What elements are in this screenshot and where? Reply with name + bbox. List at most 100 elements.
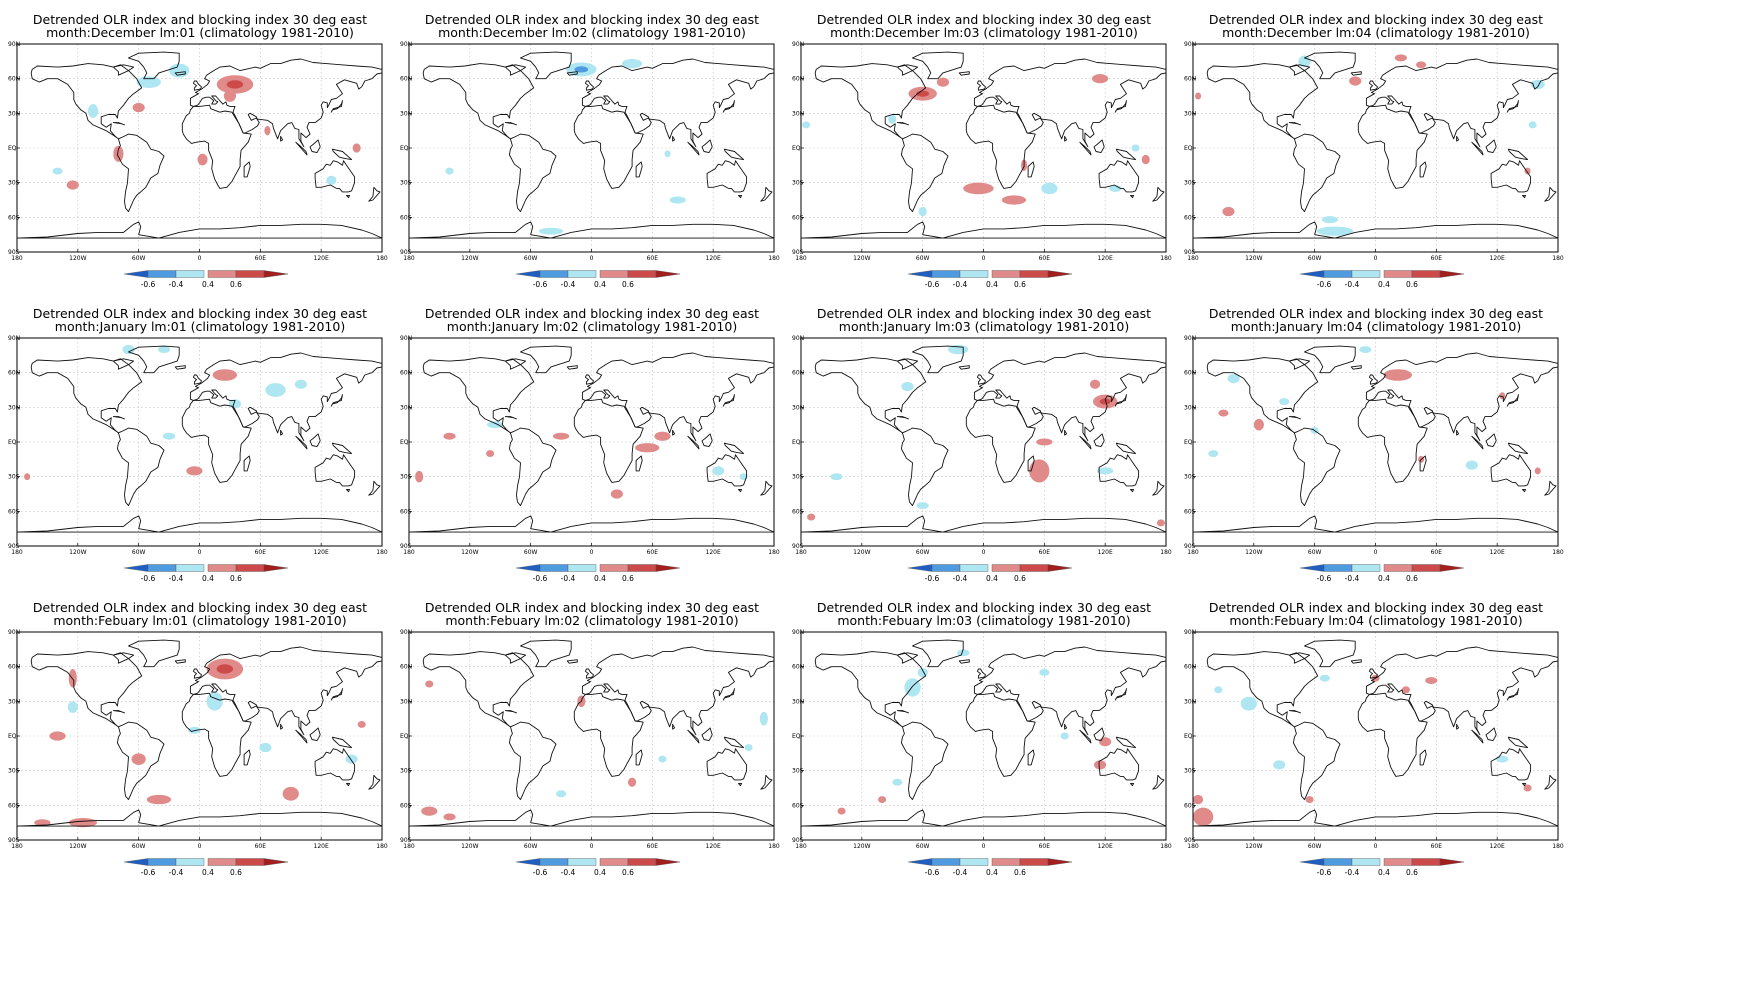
lat-tick-label: 60N — [400, 76, 412, 83]
lon-tick-label: 60E — [1431, 843, 1443, 850]
lon-tick-label: 180 — [768, 843, 780, 850]
colorbar-pos-light — [991, 858, 1021, 866]
colorbar-pos-arrow — [1047, 564, 1073, 572]
coastline-antarctica — [17, 221, 382, 239]
lon-tick-label: 60E — [255, 843, 267, 850]
lon-tick-label: 60W — [1308, 843, 1322, 850]
lon-tick-label: 180 — [11, 255, 23, 262]
coastline-africa — [181, 398, 252, 483]
lat-tick-label: 60N — [792, 76, 804, 83]
positive-anomaly-patch — [837, 807, 846, 815]
negative-anomaly-patch — [1131, 144, 1140, 152]
coastline-uk — [584, 80, 594, 91]
coastline-borneo — [309, 433, 321, 448]
coastline-japan — [330, 688, 343, 701]
coastline-antarctica — [1193, 515, 1558, 533]
negative-anomaly-patch — [1359, 346, 1372, 354]
lat-tick-label: 30S — [400, 474, 412, 481]
colorbar-neg-arrow — [1299, 564, 1325, 572]
positive-anomaly-patch — [49, 731, 66, 741]
lon-tick-label: 180 — [376, 843, 388, 850]
positive-anomaly-patch — [1222, 206, 1235, 217]
coastline-africa — [1357, 104, 1428, 189]
negative-anomaly-patch — [957, 649, 970, 657]
lat-tick-label: 90N — [792, 41, 804, 48]
lon-tick-label: 120E — [314, 549, 329, 556]
coastline-cuba — [1288, 122, 1301, 126]
coastline-baffin — [504, 64, 527, 76]
coastline-uk — [192, 668, 202, 679]
colorbar-neg-light — [1351, 270, 1381, 278]
map-panel: Detrended OLR index and blocking index 3… — [1184, 600, 1614, 920]
coastline-cuba — [112, 416, 125, 420]
coastline-indonesia — [687, 435, 700, 450]
colorbar-neg-mid — [147, 564, 177, 572]
colorbar-neg-arrow — [515, 858, 541, 866]
negative-anomaly-patch — [157, 346, 171, 354]
lat-tick-label: EQ — [792, 145, 801, 152]
lon-tick-label: 120E — [1490, 255, 1505, 262]
map-panel-svg: Detrended OLR index and blocking index 3… — [8, 306, 388, 583]
colorbar-label: 0.6 — [1014, 868, 1026, 877]
positive-anomaly-patch — [1029, 459, 1050, 483]
coastline-tasmania — [1522, 488, 1527, 493]
lon-tick-label: 180 — [1187, 255, 1199, 262]
negative-anomaly-patch — [918, 206, 927, 217]
coastline-cuba — [1288, 416, 1301, 420]
coastline-australia — [1098, 160, 1140, 193]
lat-tick-label: 60S — [792, 214, 804, 221]
negative-anomaly-patch — [1240, 696, 1257, 711]
coastline-new-zealand — [1152, 480, 1165, 496]
lat-tick-label: 60S — [792, 802, 804, 809]
lon-tick-label: 120W — [853, 549, 870, 556]
coastline-baffin — [1288, 358, 1311, 370]
coastline-baffin — [504, 358, 527, 370]
coastline-sri-lanka — [280, 135, 284, 142]
lat-tick-label: 30S — [792, 180, 804, 187]
map-panel-svg: Detrended OLR index and blocking index 3… — [1184, 12, 1564, 289]
lat-tick-label: 60N — [8, 664, 20, 671]
negative-anomaly-patch — [1321, 216, 1338, 224]
coastline-iceland — [958, 365, 970, 370]
lat-tick-label: 60N — [8, 370, 20, 377]
coastline-japan — [1506, 688, 1519, 701]
panel-title: Detrended OLR index and blocking index 3… — [1209, 600, 1543, 615]
lon-tick-label: 120W — [1245, 255, 1262, 262]
lat-tick-label: 30S — [1184, 180, 1196, 187]
lat-tick-label: 60N — [792, 370, 804, 377]
lat-tick-label: 30N — [400, 404, 412, 411]
coastline-iceland — [174, 659, 186, 664]
coastline-sri-lanka — [1064, 135, 1068, 142]
lat-tick-label: 90N — [400, 335, 412, 342]
positive-anomaly-patch — [1499, 392, 1506, 400]
lat-tick-label: 90N — [8, 629, 20, 636]
map-area — [17, 632, 382, 840]
coastline-new-guinea — [1507, 148, 1529, 161]
coastline-australia — [1490, 160, 1532, 193]
coastline-tasmania — [1130, 782, 1135, 787]
negative-anomaly-patch — [1041, 182, 1058, 195]
lat-tick-label: EQ — [792, 733, 801, 740]
colorbar-neg-mid — [539, 270, 569, 278]
colorbar-label: 0.6 — [622, 574, 634, 583]
lat-tick-label: 60S — [792, 508, 804, 515]
coastline-greenland — [520, 345, 572, 374]
lon-tick-label: 0 — [590, 549, 594, 556]
lat-tick-label: 60N — [1184, 370, 1196, 377]
negative-anomaly-patch — [538, 227, 564, 235]
map-area — [1193, 632, 1558, 840]
colorbar-neg-light — [567, 564, 597, 572]
colorbar-label: 0.6 — [230, 280, 242, 289]
coastline-cuba — [896, 710, 909, 714]
lon-tick-label: 180 — [11, 549, 23, 556]
colorbar-pos-arrow — [263, 858, 289, 866]
coastline-uk — [1368, 668, 1378, 679]
positive-anomaly-patch — [1425, 677, 1438, 684]
lon-tick-label: 60E — [1039, 549, 1051, 556]
coastline-madagascar — [635, 749, 643, 766]
colorbar-label: 0.4 — [1378, 280, 1390, 289]
coastline-sri-lanka — [280, 429, 284, 436]
coastline-north-america — [422, 63, 535, 140]
lon-tick-label: 120W — [69, 255, 86, 262]
coastline-eurasia — [581, 646, 774, 736]
